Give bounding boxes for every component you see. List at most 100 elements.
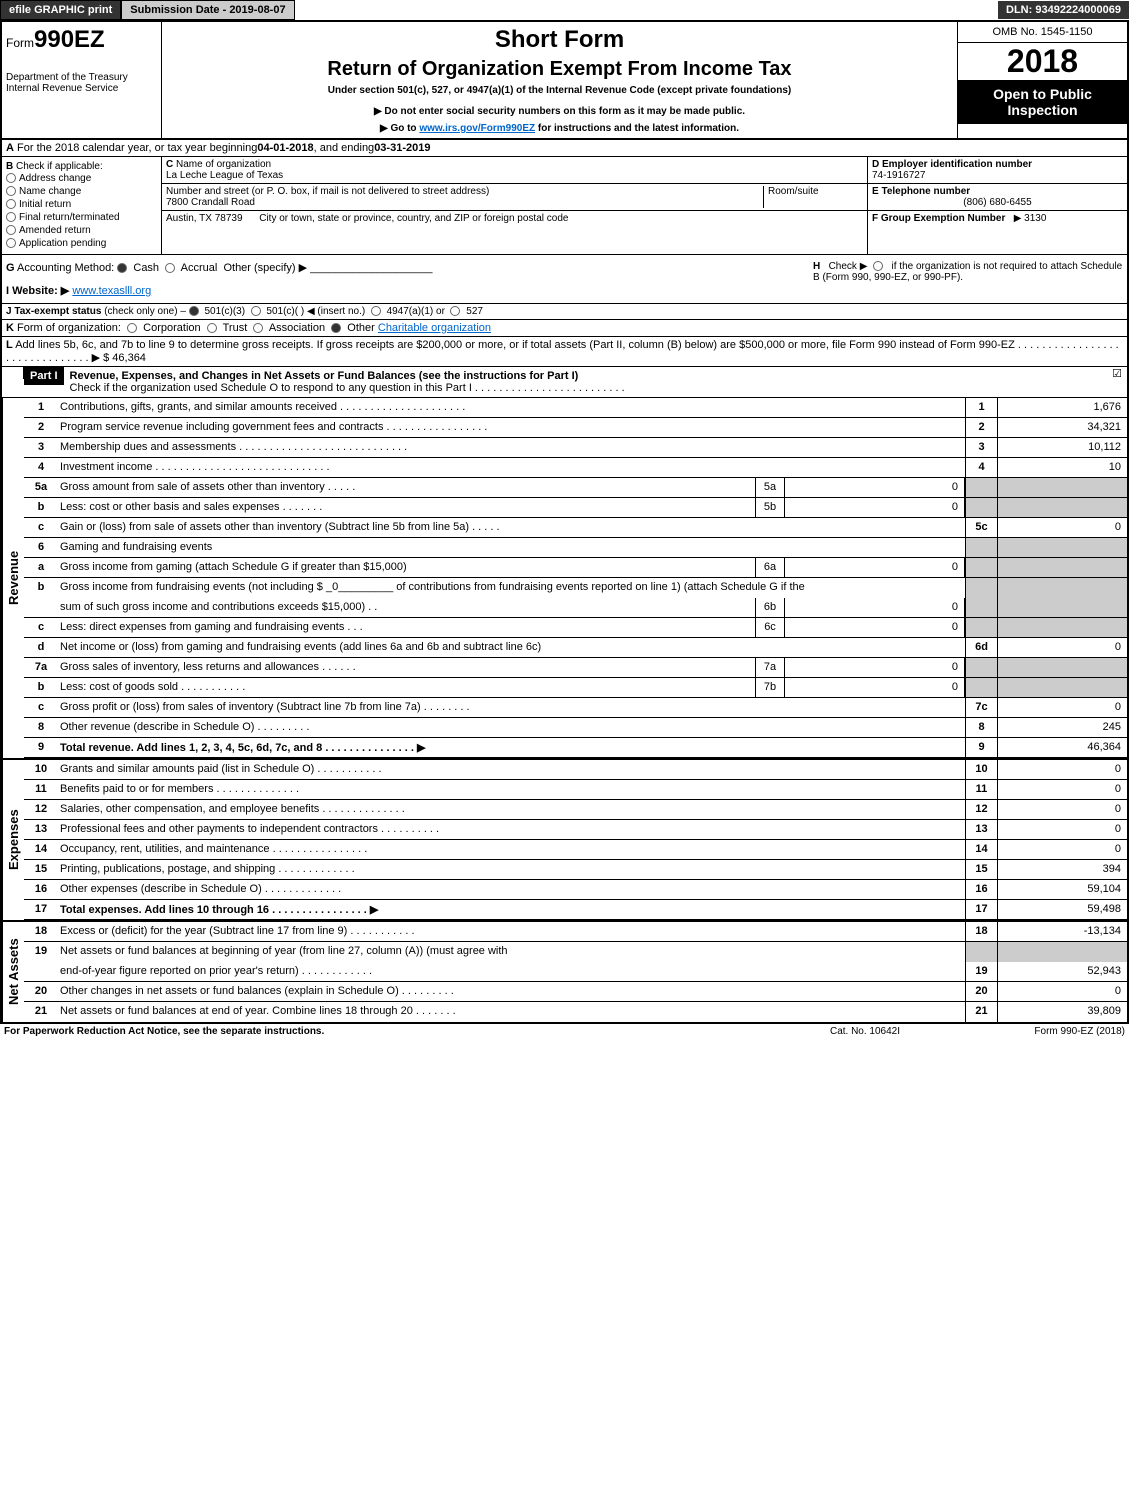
line-desc: Net assets or fund balances at end of ye…: [58, 1002, 965, 1022]
line-no: 20: [24, 982, 58, 1001]
b-item-3: Final return/terminated: [19, 212, 120, 223]
line-no: b: [24, 678, 58, 697]
line-desc: Other expenses (describe in Schedule O) …: [58, 880, 965, 899]
irs-label: Internal Revenue Service: [6, 83, 157, 94]
label-g: G: [6, 262, 15, 274]
radio-501c-icon[interactable]: [251, 306, 261, 316]
line-no: 7a: [24, 658, 58, 677]
efile-print-button[interactable]: efile GRAPHIC print: [0, 0, 121, 20]
gray-cell: [997, 598, 1127, 617]
gray-cell: [965, 942, 997, 962]
radio-h-icon[interactable]: [873, 261, 883, 271]
line-rno: 2: [965, 418, 997, 437]
line-desc: Total revenue. Add lines 1, 2, 3, 4, 5c,…: [58, 738, 965, 757]
b-item-5: Application pending: [19, 238, 106, 249]
radio-corp-icon[interactable]: [127, 323, 137, 333]
line-mval: 0: [785, 498, 965, 517]
radio-4947-icon[interactable]: [371, 306, 381, 316]
line-mval: 0: [785, 478, 965, 497]
g-other: Other (specify) ▶: [223, 262, 307, 274]
line-rval: 39,809: [997, 1002, 1127, 1022]
line-rno: 17: [965, 900, 997, 919]
l-text: Add lines 5b, 6c, and 7b to line 9 to de…: [6, 339, 1119, 364]
dln-label: DLN: 93492224000069: [998, 1, 1129, 19]
open-to-public: Open to Public Inspection: [958, 80, 1127, 124]
line-rval: 0: [997, 698, 1127, 717]
b-item-2: Initial return: [19, 199, 71, 210]
irs-link[interactable]: www.irs.gov/Form990EZ: [419, 123, 535, 134]
label-i: I Website: ▶: [6, 285, 69, 297]
line-desc: Gross income from fundraising events (no…: [58, 578, 965, 598]
check-name-change[interactable]: Name change: [6, 185, 157, 198]
radio-assoc-icon[interactable]: [253, 323, 263, 333]
k-assoc: Association: [269, 322, 325, 334]
h-block: H Check ▶ if the organization is not req…: [813, 261, 1123, 297]
line-desc: Less: direct expenses from gaming and fu…: [58, 618, 755, 637]
gray-cell: [965, 578, 997, 598]
header-center: Short Form Return of Organization Exempt…: [162, 22, 957, 138]
c-name-label: Name of organization: [176, 159, 271, 170]
d-cell: D Employer identification number 74-1916…: [868, 157, 1127, 184]
f-label: F Group Exemption Number: [872, 213, 1005, 224]
radio-accrual-icon[interactable]: [165, 263, 175, 273]
line-rval: 245: [997, 718, 1127, 737]
part1-checkbox[interactable]: ☑: [1107, 367, 1127, 380]
line-mval: 0: [785, 658, 965, 677]
b-title: Check if applicable:: [16, 161, 103, 172]
line-rval: 59,498: [997, 900, 1127, 919]
radio-cash-icon[interactable]: [117, 263, 127, 273]
k-text: Form of organization:: [17, 322, 121, 334]
line-9-desc: Total revenue. Add lines 1, 2, 3, 4, 5c,…: [60, 742, 425, 754]
line-rval: 52,943: [997, 962, 1127, 981]
top-bar: efile GRAPHIC print Submission Date - 20…: [0, 0, 1129, 20]
line-rval: 0: [997, 760, 1127, 779]
c-city-cell: Austin, TX 78739 City or town, state or …: [162, 211, 867, 226]
line-rval: 394: [997, 860, 1127, 879]
line-rno: 4: [965, 458, 997, 477]
netassets-group: Net Assets 18Excess or (deficit) for the…: [0, 920, 1129, 1024]
line-desc: Gain or (loss) from sale of assets other…: [58, 518, 965, 537]
gray-cell: [965, 618, 997, 637]
radio-icon: [6, 173, 16, 183]
check-initial-return[interactable]: Initial return: [6, 198, 157, 211]
org-address: 7800 Crandall Road: [166, 197, 255, 208]
line-desc: Other revenue (describe in Schedule O) .…: [58, 718, 965, 737]
radio-trust-icon[interactable]: [207, 323, 217, 333]
a-begin: 04-01-2018: [257, 142, 313, 154]
phone-value: (806) 680-6455: [872, 197, 1123, 208]
c-addr-label: Number and street (or P. O. box, if mail…: [166, 186, 489, 197]
line-rno: 6d: [965, 638, 997, 657]
check-application-pending[interactable]: Application pending: [6, 237, 157, 250]
radio-icon: [6, 199, 16, 209]
part1-title-block: Revenue, Expenses, and Changes in Net As…: [64, 367, 1107, 397]
line-rval: 0: [997, 780, 1127, 799]
g-accrual: Accrual: [181, 262, 218, 274]
radio-icon: [6, 238, 16, 248]
b-item-4: Amended return: [19, 225, 91, 236]
gray-cell: [997, 618, 1127, 637]
check-address-change[interactable]: Address change: [6, 172, 157, 185]
radio-other-icon[interactable]: [331, 323, 341, 333]
line-desc: Salaries, other compensation, and employ…: [58, 800, 965, 819]
header-right: OMB No. 1545-1150 2018 Open to Public In…: [957, 22, 1127, 138]
line-mval: 0: [785, 618, 965, 637]
radio-527-icon[interactable]: [450, 306, 460, 316]
label-h: H: [813, 261, 820, 272]
charitable-org-link[interactable]: Charitable organization: [378, 322, 491, 334]
line-rval: 10: [997, 458, 1127, 477]
check-final-return[interactable]: Final return/terminated: [6, 211, 157, 224]
line-no: 11: [24, 780, 58, 799]
line-rno: 11: [965, 780, 997, 799]
return-title: Return of Organization Exempt From Incom…: [166, 58, 953, 81]
website-link[interactable]: www.texaslll.org: [72, 285, 151, 297]
line-no: 19: [24, 942, 58, 962]
goto-post: for instructions and the latest informat…: [535, 123, 739, 134]
check-amended-return[interactable]: Amended return: [6, 224, 157, 237]
radio-501c3-icon[interactable]: [189, 306, 199, 316]
line-rno: 10: [965, 760, 997, 779]
line-mval: 0: [785, 678, 965, 697]
line-mno: 6a: [755, 558, 785, 577]
j-527: 527: [466, 306, 483, 317]
goto-pre: ▶ Go to: [380, 123, 419, 134]
part1-header-row: Part I Revenue, Expenses, and Changes in…: [0, 367, 1129, 398]
